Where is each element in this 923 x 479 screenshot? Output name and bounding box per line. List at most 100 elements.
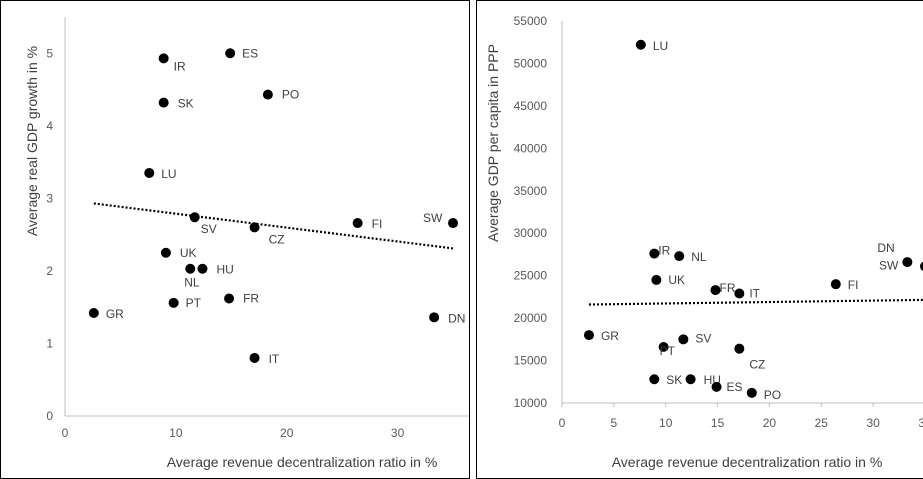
data-point-sk (649, 374, 660, 385)
trendline (93, 202, 454, 250)
gdp-per-capita-panel: 0 5 10 15 20 25 30 35 10000 15000 20000 25000 30000 3… (476, 0, 923, 479)
y-tick-label: 20000 (514, 311, 548, 325)
data-point-sw (448, 218, 458, 229)
x-tick-label: 10 (169, 426, 183, 440)
y-tick-label: 2 (46, 264, 53, 278)
data-point-sv (189, 212, 200, 223)
point-label-fr: FR (719, 281, 735, 295)
point-label-sw: SW (423, 211, 443, 225)
point-label-pt: PT (660, 344, 676, 358)
data-point-sv (678, 334, 689, 345)
point-label-sv: SV (201, 222, 217, 236)
x-axis-title: Average revenue decentralization ratio i… (167, 454, 438, 470)
data-point-es (711, 381, 722, 392)
point-label-fr: FR (243, 291, 259, 305)
data-point-ir (158, 53, 169, 64)
y-tick-label: 4 (46, 119, 53, 133)
y-tick-label: 3 (46, 191, 53, 205)
data-point-es (225, 48, 236, 59)
point-label-gr: GR (106, 307, 124, 321)
x-tick-label: 20 (763, 416, 777, 430)
point-label-ir: IR (658, 244, 670, 258)
data-point-nl (185, 263, 196, 274)
point-label-fi: FI (848, 278, 859, 292)
y-tick-label: 15000 (514, 354, 548, 368)
data-point-pt (168, 297, 179, 308)
data-point-cz (249, 222, 260, 233)
x-tick-label: 10 (659, 416, 673, 430)
y-tick-label: 50000 (514, 56, 548, 70)
gdp-per-capita-scatter-chart: 0 5 10 15 20 25 30 35 10000 15000 20000 25000 30000 3… (485, 14, 923, 470)
data-point-fi (352, 218, 363, 229)
data-point-gr (88, 307, 99, 318)
data-point-fr (224, 293, 235, 304)
y-tick-label: 25000 (514, 269, 548, 283)
y-tick-label: 5 (46, 46, 53, 60)
data-point-it (734, 288, 745, 299)
point-label-es: ES (727, 380, 743, 394)
data-point-hu (197, 263, 208, 274)
y-tick-label: 30000 (514, 226, 548, 240)
y-tick-label: 10000 (514, 396, 548, 410)
data-point-nl (674, 251, 685, 262)
y-tick-label: 0 (46, 409, 53, 423)
data-point-lu (144, 167, 155, 178)
gdp-growth-scatter-chart: 0 10 20 30 0 1 2 3 4 5 IR ES SK PO LU SV CZ FI SW UK HU NL GR… (24, 17, 469, 470)
data-point-ir (649, 248, 660, 259)
y-axis-title: Average GDP per capita in PPP (485, 44, 501, 242)
point-label-po: PO (764, 388, 781, 402)
x-tick-label: 0 (62, 426, 69, 440)
point-label-po: PO (282, 88, 299, 102)
point-label-cz: CZ (749, 358, 765, 372)
data-point-uk (160, 247, 171, 258)
point-label-nl: NL (184, 276, 200, 290)
point-label-uk: UK (180, 246, 197, 260)
point-label-sk: SK (178, 97, 194, 111)
point-label-dn: DN (448, 311, 465, 325)
x-tick-label: 0 (559, 416, 566, 430)
y-tick-label: 1 (46, 336, 53, 350)
data-point-cz (734, 343, 745, 354)
y-tick-label: 45000 (514, 99, 548, 113)
x-tick-label: 5 (611, 416, 618, 430)
data-point-fr (710, 285, 721, 296)
data-point-dn (429, 312, 440, 323)
point-label-hu: HU (216, 263, 233, 277)
point-label-sw: SW (879, 258, 899, 272)
x-tick-label: 15 (711, 416, 725, 430)
x-tick-label: 30 (391, 426, 405, 440)
x-tick-label: 20 (280, 426, 294, 440)
point-label-it: IT (749, 286, 760, 300)
data-point-hu (685, 374, 696, 385)
y-tick-label: 35000 (514, 184, 548, 198)
x-tick-label: 30 (866, 416, 880, 430)
point-label-gr: GR (601, 329, 619, 343)
point-label-es: ES (242, 46, 258, 60)
point-label-pt: PT (186, 296, 202, 310)
data-point-dn (902, 257, 913, 268)
data-point-lu (635, 39, 646, 50)
x-tick-label: 35 (918, 416, 923, 430)
point-label-it: IT (269, 352, 280, 366)
point-label-fi: FI (372, 217, 383, 231)
trendline (588, 298, 923, 306)
data-point-sw (920, 261, 923, 271)
y-axis-title: Average real GDP growth in % (24, 46, 40, 236)
data-point-sk (158, 97, 169, 108)
point-label-sk: SK (666, 373, 682, 387)
point-label-lu: LU (161, 167, 176, 181)
y-tick-label: 55000 (514, 14, 548, 28)
point-label-sv: SV (695, 331, 711, 345)
x-tick-label: 25 (815, 416, 829, 430)
y-tick-label: 40000 (514, 141, 548, 155)
point-label-ir: IR (174, 59, 186, 73)
data-point-gr (583, 330, 594, 341)
data-point-po (746, 387, 757, 398)
gdp-growth-panel: 0 10 20 30 0 1 2 3 4 5 IR ES SK PO LU SV CZ FI SW UK HU NL GR… (0, 0, 470, 479)
data-point-uk (651, 274, 662, 285)
point-label-cz: CZ (269, 232, 285, 246)
data-point-it (249, 352, 260, 363)
data-point-pt (658, 341, 669, 352)
x-axis-title: Average revenue decentralization ratio i… (612, 454, 883, 470)
point-label-dn: DN (877, 241, 894, 255)
